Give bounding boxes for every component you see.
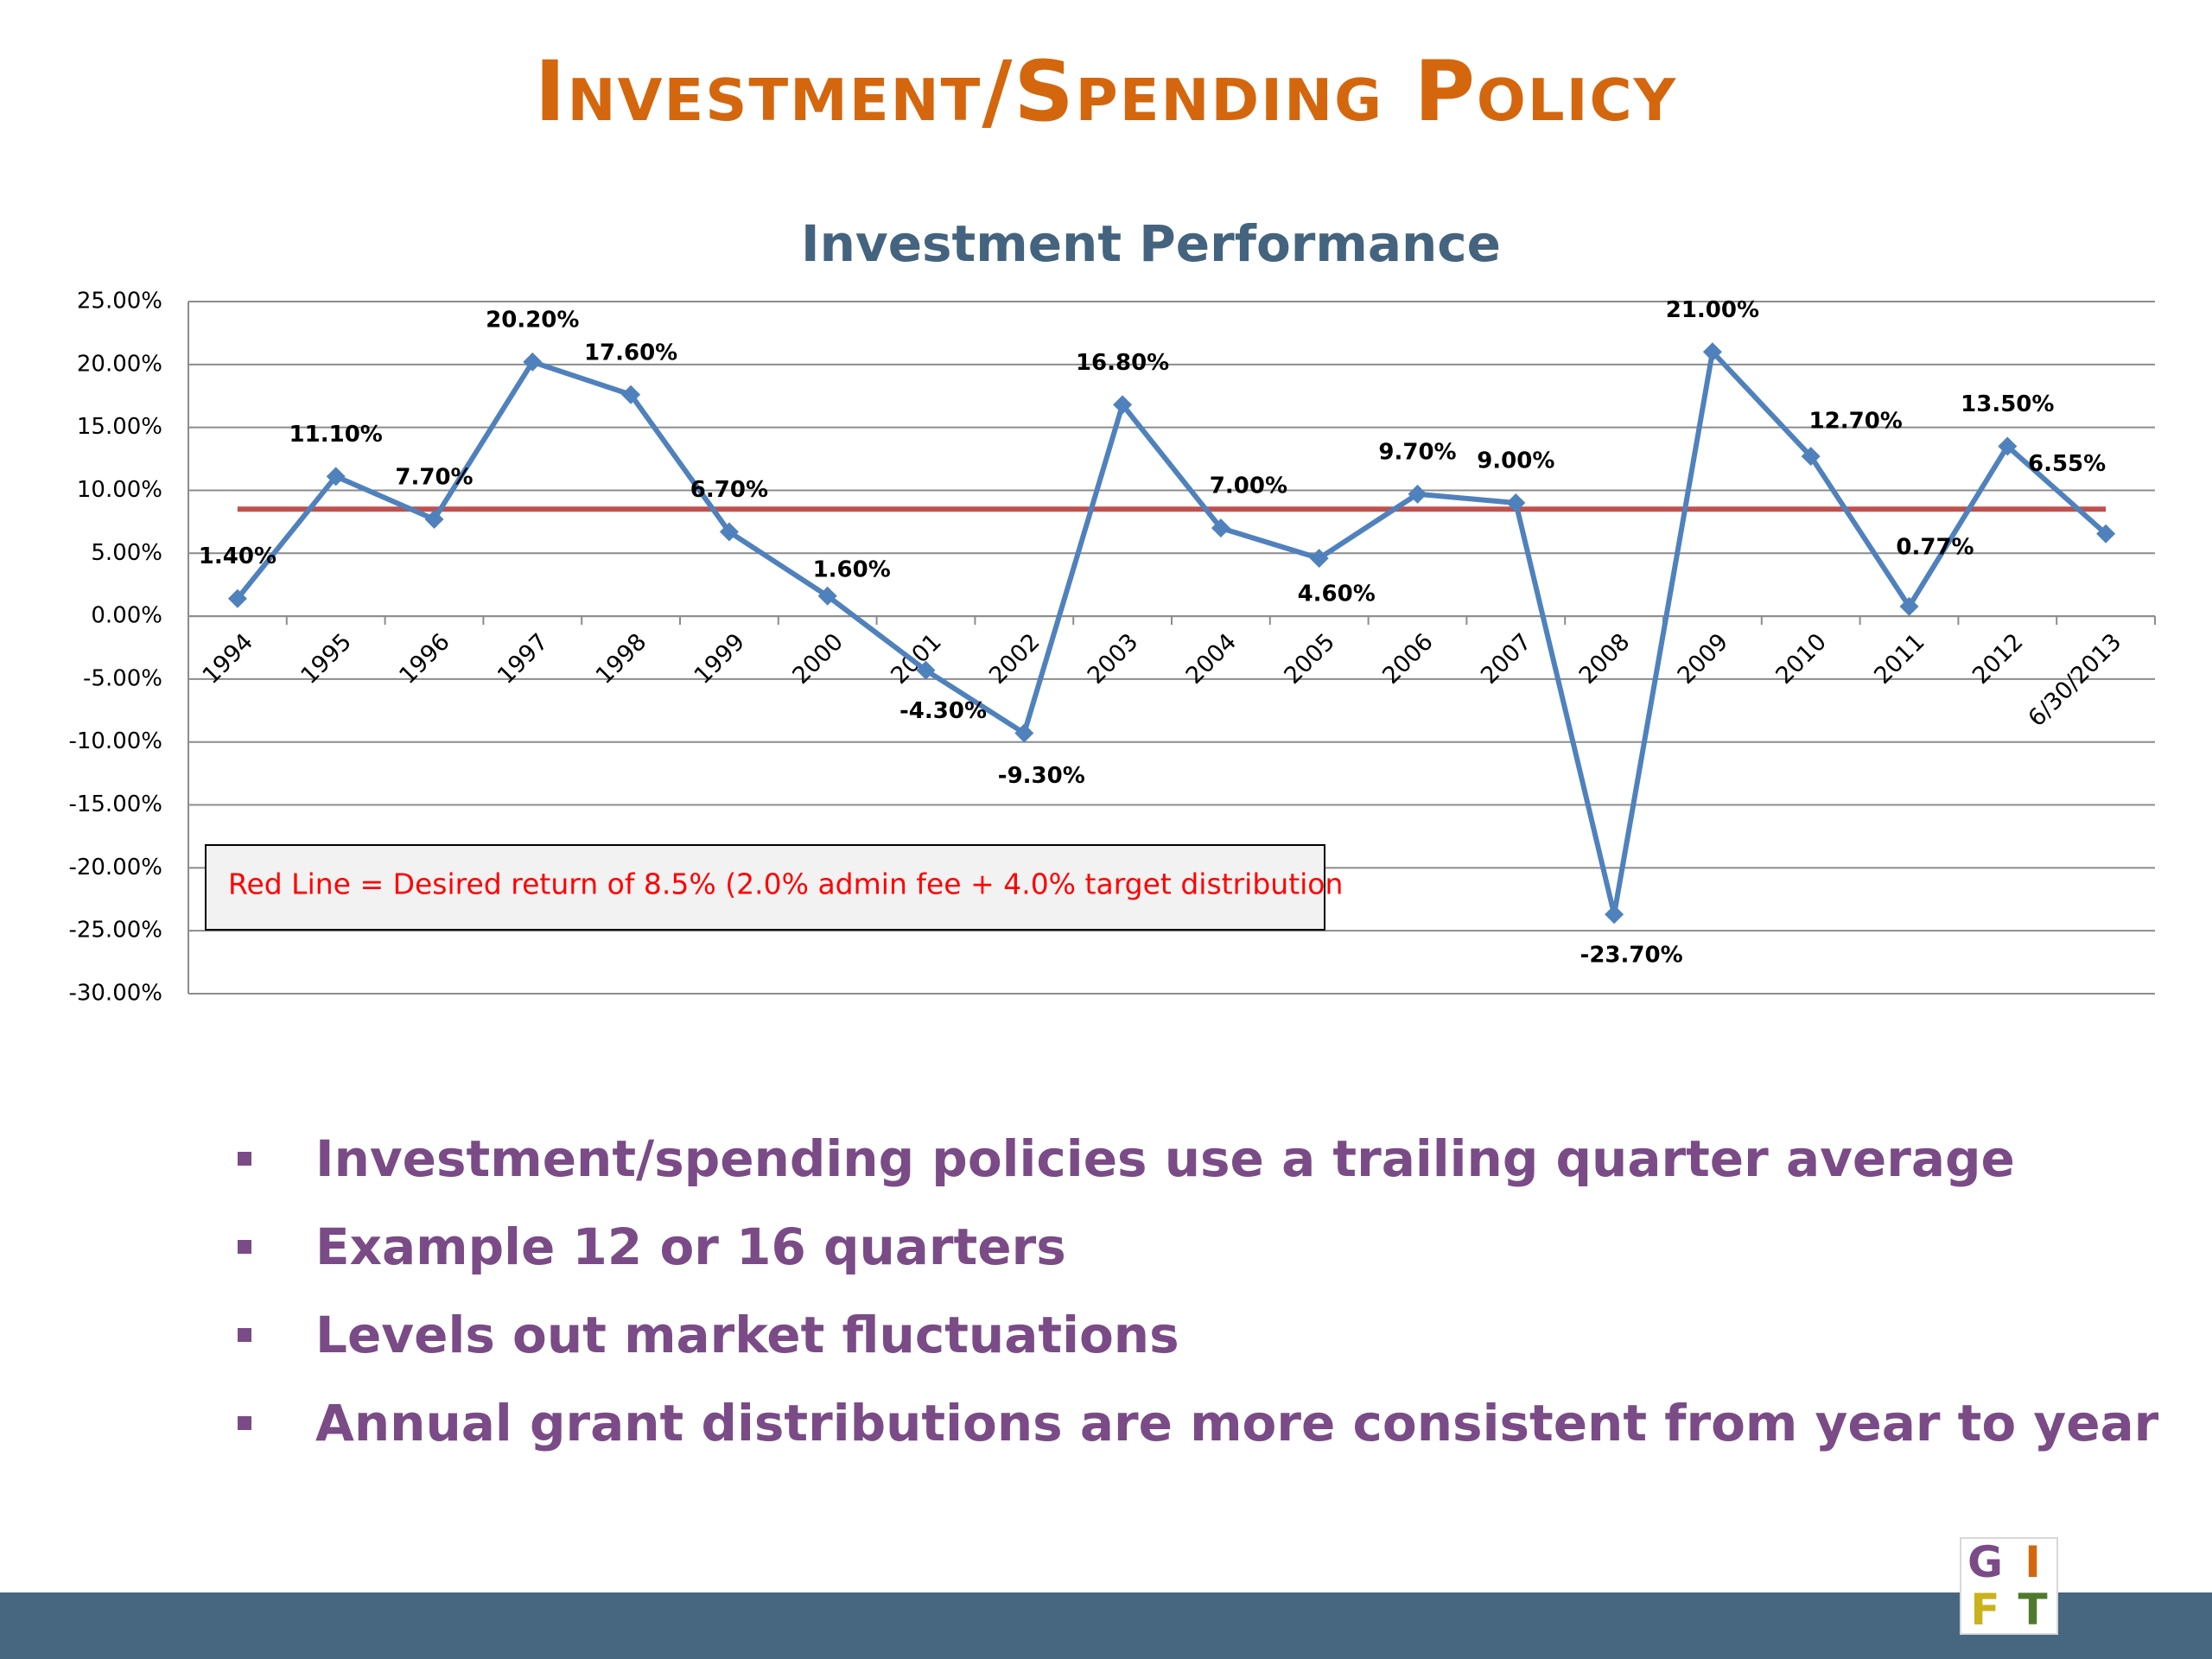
x-tick-label: 2005 bbox=[1279, 628, 1340, 690]
bullet-square-icon bbox=[238, 1152, 251, 1166]
x-tick-label: 6/30/2013 bbox=[2024, 628, 2127, 732]
x-tick-label: 2003 bbox=[1083, 628, 1144, 690]
data-label: 17.60% bbox=[584, 340, 677, 365]
series-line bbox=[235, 349, 2108, 918]
x-tick-label: 2009 bbox=[1673, 628, 1734, 690]
y-tick-label: -10.00% bbox=[68, 728, 162, 754]
y-tick-label: 10.00% bbox=[77, 477, 162, 503]
x-tick-label: 2007 bbox=[1476, 628, 1537, 690]
x-tick-label: 1995 bbox=[296, 628, 357, 690]
investment-performance-chart: Investment Performance 25.00% 20.00% 15.00… bbox=[68, 214, 2156, 1007]
data-point bbox=[424, 509, 444, 529]
data-point bbox=[1605, 905, 1624, 925]
data-label: 21.00% bbox=[1666, 297, 1759, 323]
logo-letter: G bbox=[1967, 1537, 2004, 1587]
data-label: 7.70% bbox=[395, 464, 473, 490]
x-tick-label: 2006 bbox=[1377, 628, 1439, 690]
y-tick-label: 20.00% bbox=[77, 351, 162, 377]
x-tick-label: 1999 bbox=[690, 628, 751, 690]
bullet-square-icon bbox=[238, 1328, 251, 1342]
x-tick-label: 2011 bbox=[1869, 628, 1930, 690]
x-tick-label: 2010 bbox=[1770, 628, 1832, 690]
data-point bbox=[817, 586, 837, 606]
data-label: 1.60% bbox=[813, 556, 891, 582]
y-tick-label: 5.00% bbox=[91, 540, 162, 566]
bullet-item: Annual grant distributions are more cons… bbox=[233, 1379, 2158, 1467]
annotation-box: Red Line = Desired return of 8.5% (2.0% … bbox=[205, 844, 1343, 931]
logo-letter: I bbox=[2024, 1537, 2041, 1587]
data-point bbox=[916, 660, 936, 680]
data-label: 4.60% bbox=[1298, 582, 1376, 607]
data-point bbox=[1506, 493, 1526, 513]
data-point bbox=[1702, 342, 1722, 362]
x-tick-label: 2002 bbox=[984, 628, 1046, 690]
data-label: 9.70% bbox=[1378, 439, 1456, 465]
data-point bbox=[523, 352, 543, 372]
data-point bbox=[1113, 395, 1133, 415]
data-point bbox=[621, 385, 641, 404]
data-label: -9.30% bbox=[998, 763, 1085, 789]
data-label: 6.70% bbox=[690, 477, 768, 503]
y-tick-label: -20.00% bbox=[68, 855, 162, 880]
data-point bbox=[1211, 518, 1230, 538]
data-label: 20.20% bbox=[486, 307, 579, 333]
data-point bbox=[1309, 549, 1329, 569]
logo-letter: F bbox=[1970, 1584, 2000, 1635]
data-point bbox=[1998, 436, 2018, 456]
y-tick-label: -5.00% bbox=[83, 665, 162, 691]
y-tick-label: 0.00% bbox=[91, 603, 162, 629]
data-label: 1.40% bbox=[199, 543, 276, 569]
y-tick-label: -30.00% bbox=[68, 981, 162, 1007]
x-tick-label: 2004 bbox=[1181, 628, 1243, 690]
data-label: 11.10% bbox=[289, 422, 383, 448]
x-tick-label: 2000 bbox=[787, 628, 849, 690]
data-point bbox=[1899, 596, 1919, 616]
data-point bbox=[326, 467, 346, 486]
data-point bbox=[719, 522, 739, 542]
data-point bbox=[1014, 723, 1034, 743]
x-tick-label: 1997 bbox=[493, 628, 554, 690]
y-tick-label: -25.00% bbox=[68, 918, 162, 944]
bullet-square-icon bbox=[238, 1416, 251, 1430]
data-label: 9.00% bbox=[1477, 448, 1554, 474]
slide-title: Investment/Spending Policy bbox=[534, 43, 1678, 140]
data-label: 16.80% bbox=[1076, 350, 1169, 376]
data-point bbox=[227, 588, 247, 608]
bullet-list: Investment/spending policies use a trail… bbox=[233, 1115, 2158, 1467]
data-label: 0.77% bbox=[1896, 534, 1974, 560]
x-tick-label: 2008 bbox=[1574, 628, 1636, 690]
data-label: -23.70% bbox=[1580, 943, 1683, 969]
bullet-item: Investment/spending policies use a trail… bbox=[233, 1115, 2158, 1203]
bullet-square-icon bbox=[238, 1240, 251, 1254]
data-label: 13.50% bbox=[1961, 391, 2054, 417]
x-tick-label: 1996 bbox=[394, 628, 455, 690]
logo-letter: T bbox=[2018, 1584, 2048, 1635]
data-label: 7.00% bbox=[1210, 474, 1287, 499]
bullet-item: Levels out market fluctuations bbox=[233, 1291, 2158, 1379]
data-label: -4.30% bbox=[899, 698, 987, 724]
y-tick-label: 25.00% bbox=[77, 289, 162, 315]
data-label: 6.55% bbox=[2028, 451, 2106, 477]
data-label: 12.70% bbox=[1809, 409, 1903, 435]
data-point bbox=[1801, 447, 1821, 467]
x-tick-label: 2012 bbox=[1967, 628, 2029, 690]
y-tick-label: 15.00% bbox=[77, 414, 162, 440]
gift-logo: G I F T bbox=[1960, 1537, 2058, 1635]
x-tick-label: 1998 bbox=[591, 628, 652, 690]
x-tick-label: 1994 bbox=[198, 628, 259, 690]
footer-bar bbox=[0, 1592, 2212, 1659]
bullet-item: Example 12 or 16 quarters bbox=[233, 1203, 2158, 1291]
data-point bbox=[1408, 484, 1427, 504]
y-tick-label: -15.00% bbox=[68, 791, 162, 817]
chart-title: Investment Performance bbox=[801, 214, 1501, 273]
annotation-text: Red Line = Desired return of 8.5% (2.0% … bbox=[228, 868, 1343, 901]
data-point bbox=[2096, 524, 2116, 543]
